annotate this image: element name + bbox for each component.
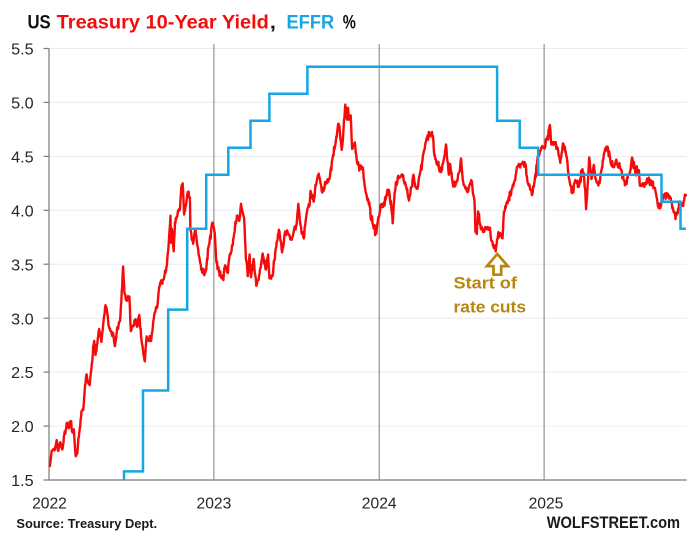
svg-text:%: % (343, 12, 356, 34)
svg-text:3.0: 3.0 (11, 311, 34, 328)
svg-text:US: US (28, 12, 51, 34)
svg-text:rate cuts: rate cuts (454, 297, 527, 316)
svg-text:Source: Treasury Dept.: Source: Treasury Dept. (16, 516, 157, 531)
svg-text:2.5: 2.5 (11, 365, 34, 382)
svg-text:2.0: 2.0 (11, 419, 34, 436)
svg-text:4.0: 4.0 (11, 203, 34, 220)
svg-text:EFFR: EFFR (287, 12, 335, 34)
svg-text:Treasury 10-Year Yield: Treasury 10-Year Yield (57, 12, 269, 34)
svg-text:1.5: 1.5 (11, 473, 34, 490)
svg-text:2023: 2023 (197, 495, 232, 512)
svg-text:5.0: 5.0 (11, 96, 34, 113)
svg-text:5.5: 5.5 (11, 42, 34, 59)
svg-text:,: , (270, 12, 276, 34)
svg-text:4.5: 4.5 (11, 150, 34, 167)
svg-text:Start of: Start of (454, 273, 518, 292)
svg-text:2025: 2025 (529, 495, 564, 512)
svg-text:2022: 2022 (32, 495, 67, 512)
svg-text:2024: 2024 (362, 495, 397, 512)
svg-text:WOLFSTREET.com: WOLFSTREET.com (547, 513, 680, 532)
svg-text:3.5: 3.5 (11, 257, 34, 274)
